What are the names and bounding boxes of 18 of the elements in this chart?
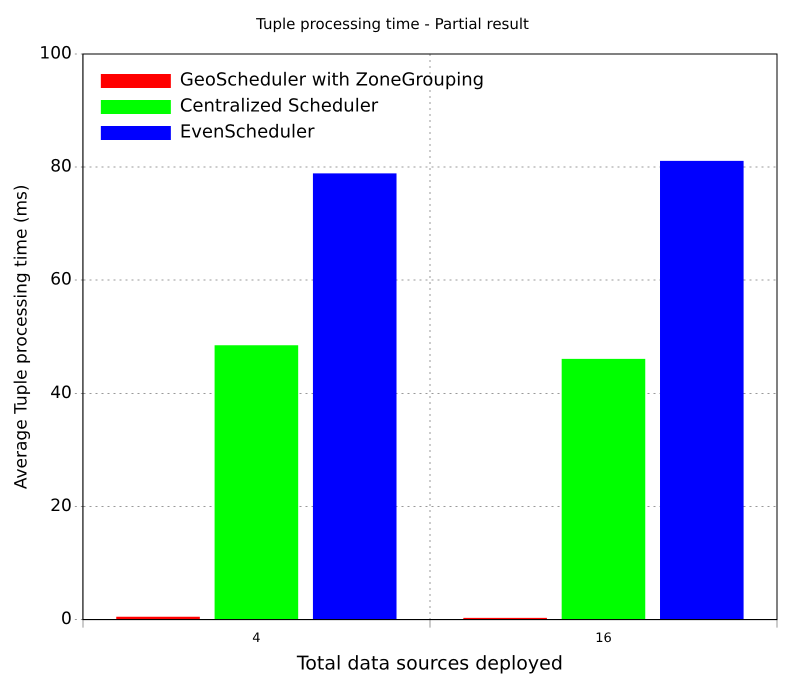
bar — [312, 173, 397, 620]
y-tick-label: 0 — [61, 609, 72, 630]
bar — [214, 345, 298, 620]
bar — [562, 358, 646, 620]
y-axis-title: Average Tuple processing time (ms) — [12, 184, 32, 490]
chart-title: Tuple processing time - Partial result — [255, 14, 530, 33]
y-tick-label: 40 — [50, 382, 72, 403]
y-tick-label: 60 — [50, 270, 72, 290]
legend-label: EvenScheduler — [180, 122, 316, 143]
y-tick-label: 100 — [39, 43, 72, 64]
y-tick-label: 20 — [50, 496, 72, 516]
x-tick-label: 16 — [595, 630, 612, 646]
x-axis-title: Total data sources deployed — [296, 652, 563, 675]
legend-label: GeoScheduler with ZoneGrouping — [180, 70, 484, 91]
x-tick-label: 4 — [252, 630, 261, 646]
bar — [660, 160, 744, 620]
legend-label: Centralized Scheduler — [180, 96, 379, 117]
y-tick-label: 80 — [50, 156, 72, 177]
